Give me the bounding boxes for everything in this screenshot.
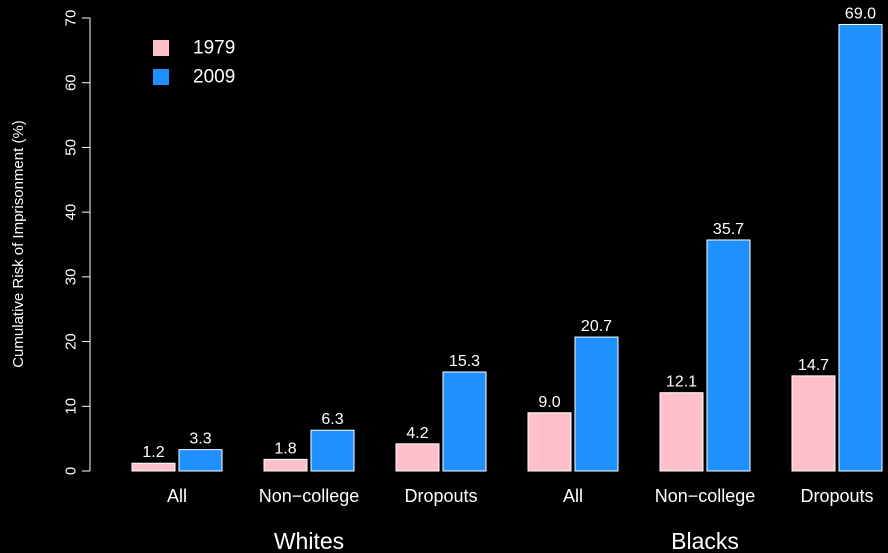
bar-value-label: 35.7 [713,221,744,238]
bar-2009 [178,449,223,472]
y-tick-label: 40 [63,204,80,221]
legend-swatch-1979 [153,40,169,56]
x-tick-label: Dropouts [800,486,873,506]
bar-value-label: 15.3 [449,353,480,370]
bar-2009 [706,239,751,472]
legend-swatch-2009 [153,69,169,85]
y-tick-label: 60 [63,74,80,91]
bar-1979 [131,462,176,472]
legend-label: 2009 [193,67,235,88]
bar-2009 [442,371,487,472]
bar-1979 [395,443,440,472]
y-tick-label: 70 [63,10,80,27]
y-tick-label: 10 [63,398,80,415]
bar-1979 [527,412,572,472]
y-tick-label: 30 [63,269,80,286]
y-axis: 0 10 20 30 40 50 60 70 [63,10,91,475]
bar-value-label: 9.0 [538,394,560,411]
legend-label: 1979 [193,38,235,59]
bar-value-label: 20.7 [581,318,612,335]
bar-value-label: 3.3 [189,431,211,448]
group-label: Whites [274,528,344,553]
bar-value-label: 69.0 [845,5,876,22]
group-label: Blacks [671,528,739,553]
x-tick-label: Non−college [259,486,360,506]
bar-value-label: 14.7 [798,357,829,374]
x-tick-label: Dropouts [404,486,477,506]
group-labels: Whites Blacks [274,528,739,553]
legend: 1979 2009 [153,38,235,88]
bars [131,23,883,472]
x-axis-tick-labels: All Non−college Dropouts All Non−college Drop… [167,486,874,506]
bar-value-label: 12.1 [666,374,697,391]
bar-1979 [263,458,308,472]
x-tick-label: Non−college [655,486,756,506]
x-tick-label: All [563,486,583,506]
y-tick-label: 20 [63,333,80,350]
bar-1979 [659,392,704,472]
bar-2009 [838,23,883,472]
bar-2009 [310,429,355,472]
bar-value-label: 6.3 [321,411,343,428]
y-tick-label: 0 [63,467,80,475]
y-tick-label: 50 [63,139,80,156]
bar-value-labels: 1.2 1.8 4.2 9.0 12.1 14.7 3.3 6.3 15.3 20.7 35.7 69… [142,5,876,461]
y-axis-label: Cumulative Risk of Imprisonment (%) [10,120,27,368]
x-tick-label: All [167,486,187,506]
bar-value-label: 1.8 [274,440,296,457]
bar-2009 [574,336,619,472]
bar-value-label: 1.2 [142,444,164,461]
bar-1979 [791,375,836,472]
bar-value-label: 4.2 [406,425,428,442]
